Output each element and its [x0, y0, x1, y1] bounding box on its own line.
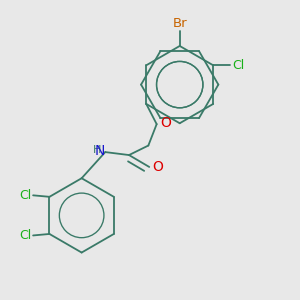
Text: Cl: Cl: [232, 59, 244, 72]
Text: H: H: [93, 145, 102, 155]
Text: Br: Br: [172, 16, 187, 30]
Text: N: N: [95, 144, 105, 158]
Text: Cl: Cl: [20, 189, 32, 202]
Text: O: O: [152, 160, 163, 174]
Text: O: O: [160, 116, 171, 130]
Text: Cl: Cl: [20, 229, 32, 242]
